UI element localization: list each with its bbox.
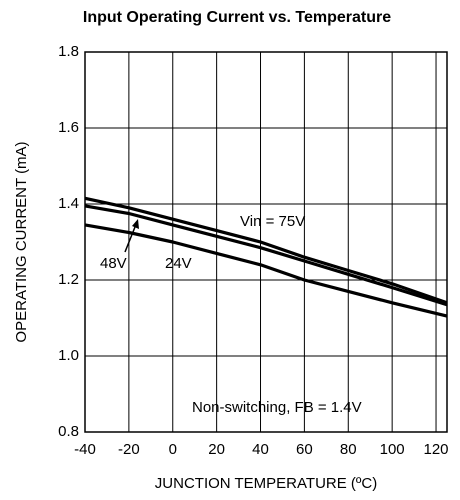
series-line xyxy=(84,223,448,318)
series-line xyxy=(84,204,448,307)
x-tick-label: 40 xyxy=(252,441,269,458)
x-tick-label: 0 xyxy=(169,441,177,458)
plot-frame xyxy=(84,51,448,433)
series-line xyxy=(84,196,448,305)
series-label: Vin = 75V xyxy=(240,213,305,230)
y-tick-label: 1.4 xyxy=(58,195,79,212)
chart-title: Input Operating Current vs. Temperature xyxy=(83,9,391,26)
y-tick-label: 0.8 xyxy=(58,423,79,440)
annotation: Non-switching, FB = 1.4V xyxy=(192,399,362,416)
x-tick-label: -20 xyxy=(118,441,140,458)
arrow-head xyxy=(132,219,139,229)
x-tick-label: 120 xyxy=(424,441,449,458)
x-tick-label: 80 xyxy=(340,441,357,458)
y-tick-label: 1.0 xyxy=(58,347,79,364)
x-axis-label: JUNCTION TEMPERATURE (ºC) xyxy=(155,475,377,492)
series-label: 24V xyxy=(165,255,192,272)
y-axis-label: OPERATING CURRENT (mA) xyxy=(13,141,30,342)
x-tick-label: 100 xyxy=(380,441,405,458)
x-tick-label: 20 xyxy=(208,441,225,458)
y-tick-label: 1.6 xyxy=(58,119,79,136)
x-tick-label: -40 xyxy=(74,441,96,458)
x-tick-label: 60 xyxy=(296,441,313,458)
y-tick-label: 1.2 xyxy=(58,271,79,288)
y-tick-label: 1.8 xyxy=(58,43,79,60)
series-label: 48V xyxy=(100,255,127,272)
